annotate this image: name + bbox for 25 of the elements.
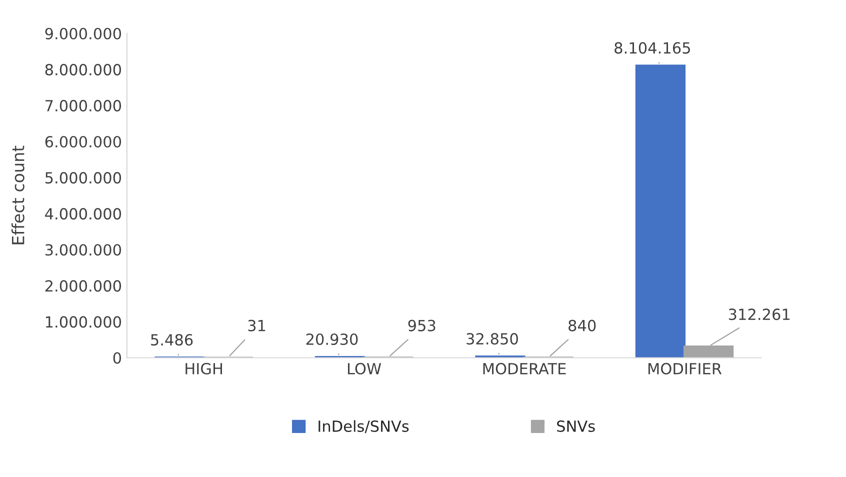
y-tick-label: 1.000.000 xyxy=(46,316,122,328)
data-label: 5.486 xyxy=(151,334,193,346)
data-label: 32.850 xyxy=(466,333,518,345)
y-tick-label: 3.000.000 xyxy=(45,244,122,256)
y-tick-label: 7.000.000 xyxy=(46,100,122,112)
y-axis-title: Effect count xyxy=(11,146,24,244)
data-label: 8.104.165 xyxy=(614,42,690,54)
legend-label: SNVs xyxy=(557,420,595,432)
x-tick-label: MODERATE xyxy=(483,362,566,374)
y-tick-label: 0 xyxy=(113,352,122,364)
x-tick-label: MODIFIER xyxy=(648,362,722,374)
legend-label: InDels/SNVs xyxy=(318,420,409,434)
y-tick-label: 5.000.000 xyxy=(45,172,122,184)
y-tick-label: 9.000.000 xyxy=(45,28,122,40)
y-tick-label: 8.000.000 xyxy=(45,64,122,76)
data-label: 31 xyxy=(248,320,266,332)
x-tick-label: LOW xyxy=(348,362,382,374)
y-tick-label: 4.000.000 xyxy=(45,208,122,220)
data-label: 312.261 xyxy=(728,308,790,320)
data-label: 20.930 xyxy=(306,333,358,346)
data-label: 953 xyxy=(408,320,436,332)
x-tick-label: HIGH xyxy=(186,362,222,374)
y-tick-label: 2.000.000 xyxy=(45,280,122,292)
data-label: 840 xyxy=(568,320,596,332)
y-tick-label: 6.000.000 xyxy=(45,136,122,148)
